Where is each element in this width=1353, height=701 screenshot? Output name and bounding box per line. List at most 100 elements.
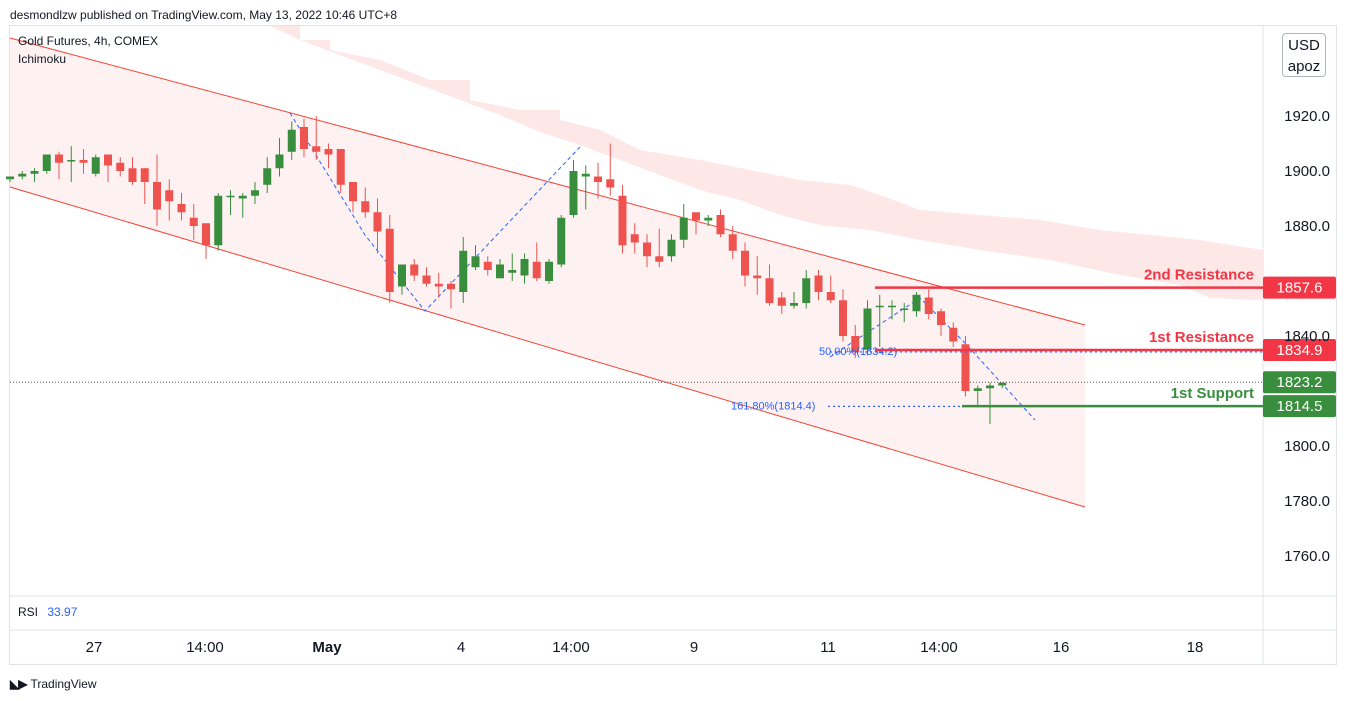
candle-body[interactable] (888, 305, 896, 308)
candle-body[interactable] (863, 308, 872, 350)
candle-body[interactable] (79, 160, 88, 163)
candle-body[interactable] (189, 217, 198, 226)
y-tick-label: 1780.0 (1284, 493, 1330, 510)
x-tick-label: May (312, 639, 342, 656)
candle-body[interactable] (765, 278, 774, 303)
candle-body[interactable] (508, 270, 517, 273)
candle-body[interactable] (496, 264, 504, 279)
candle-body[interactable] (961, 344, 970, 391)
candle-body[interactable] (606, 179, 615, 188)
candle-body[interactable] (349, 182, 357, 202)
currency-selector[interactable]: USD apoz (1282, 33, 1326, 77)
candle-body[interactable] (30, 171, 39, 174)
candle-body[interactable] (716, 215, 725, 235)
candle-body[interactable] (471, 256, 480, 268)
candle-body[interactable] (385, 228, 394, 292)
candle-body[interactable] (447, 283, 455, 290)
candle-body[interactable] (459, 250, 468, 292)
candle-body[interactable] (986, 385, 994, 389)
candle-body[interactable] (91, 157, 100, 174)
candle-body[interactable] (67, 160, 76, 162)
candle-body[interactable] (520, 259, 529, 276)
candle-body[interactable] (116, 162, 125, 171)
candle-body[interactable] (6, 176, 14, 180)
candle-body[interactable] (581, 173, 590, 177)
candle-body[interactable] (324, 149, 333, 155)
candle-body[interactable] (214, 195, 223, 246)
candle-body[interactable] (753, 275, 762, 279)
candle-body[interactable] (667, 239, 676, 257)
candle-body[interactable] (692, 212, 700, 221)
candle-body[interactable] (826, 292, 835, 301)
candle-body[interactable] (937, 311, 945, 325)
candle-body[interactable] (643, 242, 651, 257)
candle-body[interactable] (802, 278, 811, 303)
x-tick-label: 4 (457, 639, 465, 656)
candle-body[interactable] (900, 308, 909, 311)
candle-body[interactable] (226, 195, 235, 198)
candle-body[interactable] (594, 176, 602, 183)
last-price-tag-text: 1823.2 (1277, 374, 1323, 391)
candle-body[interactable] (790, 303, 798, 306)
candle-body[interactable] (912, 294, 921, 312)
candle-body[interactable] (998, 382, 1007, 386)
candle-body[interactable] (532, 261, 541, 279)
candle-body[interactable] (618, 195, 627, 246)
y-tick-label: 1900.0 (1284, 163, 1330, 180)
candle-body[interactable] (924, 297, 933, 315)
candle-body[interactable] (949, 327, 958, 342)
candle-body[interactable] (410, 264, 419, 276)
zigzag-line[interactable] (289, 112, 581, 312)
candle-body[interactable] (263, 168, 272, 185)
candle-body[interactable] (361, 201, 370, 213)
candle-body[interactable] (545, 261, 553, 281)
candle-body[interactable] (875, 305, 884, 308)
symbol-legend[interactable]: Gold Futures, 4h, COMEX (18, 34, 159, 48)
candle-body[interactable] (483, 261, 492, 270)
candle-body[interactable] (251, 190, 259, 196)
candle-body[interactable] (728, 234, 737, 251)
channel-upper-line[interactable] (9, 37, 1086, 326)
candle-body[interactable] (422, 275, 431, 284)
currency-sub: apoz (1287, 58, 1321, 75)
indicator-legend[interactable]: Ichimoku (18, 52, 67, 66)
candle-body[interactable] (630, 234, 639, 243)
candle-body[interactable] (814, 275, 823, 293)
candle-body[interactable] (557, 217, 566, 265)
candle-body[interactable] (128, 168, 137, 182)
candle-body[interactable] (104, 154, 112, 166)
channel-lower-line[interactable] (9, 186, 1086, 508)
candle-body[interactable] (275, 154, 284, 169)
candle-body[interactable] (398, 264, 406, 287)
candle-body[interactable] (973, 388, 982, 391)
candle-body[interactable] (140, 168, 149, 182)
candle-body[interactable] (704, 217, 713, 221)
candle-body[interactable] (373, 212, 382, 232)
rsi-legend[interactable]: RSI 33.97 (18, 605, 77, 619)
candle-body[interactable] (851, 336, 860, 353)
candle-body[interactable] (287, 129, 296, 152)
footer-brand[interactable]: ◣▶ TradingView (10, 677, 97, 691)
candle-body[interactable] (42, 154, 51, 172)
candle-body[interactable] (679, 217, 688, 240)
candle-body[interactable] (18, 173, 27, 177)
candle-body[interactable] (434, 283, 443, 287)
candle-body[interactable] (569, 171, 578, 215)
x-tick-label: 27 (86, 639, 103, 656)
candle-body[interactable] (165, 190, 174, 202)
support-label: 1st Support (1171, 385, 1254, 402)
candle-body[interactable] (238, 195, 247, 199)
candle-body[interactable] (777, 297, 786, 306)
candle-body[interactable] (300, 127, 308, 149)
candle-body[interactable] (655, 256, 664, 262)
candle-body[interactable] (55, 154, 63, 163)
candle-body[interactable] (741, 250, 749, 276)
candle-body[interactable] (336, 149, 345, 185)
candle-body[interactable] (839, 300, 847, 336)
candle-body[interactable] (153, 182, 161, 210)
candle-body[interactable] (177, 204, 186, 213)
candle-body[interactable] (312, 146, 321, 152)
candle-body[interactable] (202, 223, 210, 246)
price-tag-text: 1834.9 (1277, 342, 1323, 359)
